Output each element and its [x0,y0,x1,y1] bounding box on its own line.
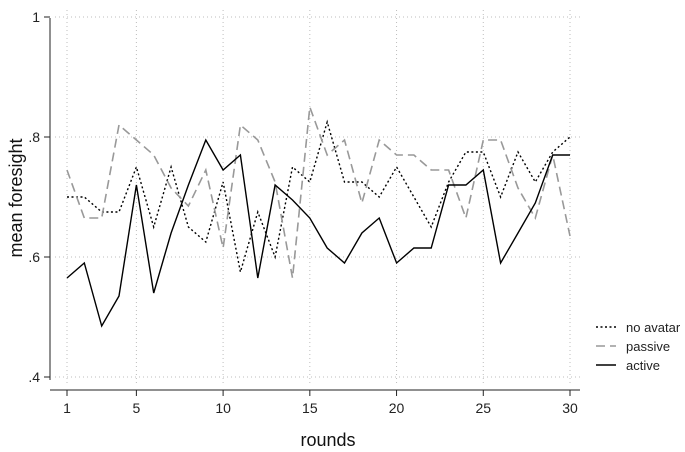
legend-label: no avatar [626,320,681,335]
x-tick-label: 5 [132,400,140,416]
x-tick-label: 15 [302,400,318,416]
y-ticks: .4 .6 .8 1 [28,9,50,385]
x-tick-label: 1 [63,400,71,416]
series-line-no-avatar [67,119,571,273]
x-tick-label: 30 [562,400,578,416]
legend-label: passive [626,339,670,354]
x-tick-label: 20 [389,400,405,416]
y-tick-label: .4 [28,369,40,385]
x-tick-label: 10 [215,400,231,416]
x-tick-label: 25 [475,400,491,416]
y-tick-label: .6 [28,249,40,265]
x-ticks: 1 5 10 15 20 25 30 [63,390,578,416]
y-tick-label: 1 [32,9,40,25]
y-tick-label: .8 [28,129,40,145]
y-axis-title: mean foresight [6,138,26,257]
legend-label: active [626,358,660,373]
series-line-active [66,138,570,328]
x-axis-title: rounds [300,430,355,450]
axes [49,18,580,391]
series-lines [66,106,571,328]
legend: no avatar passive active [596,320,681,373]
